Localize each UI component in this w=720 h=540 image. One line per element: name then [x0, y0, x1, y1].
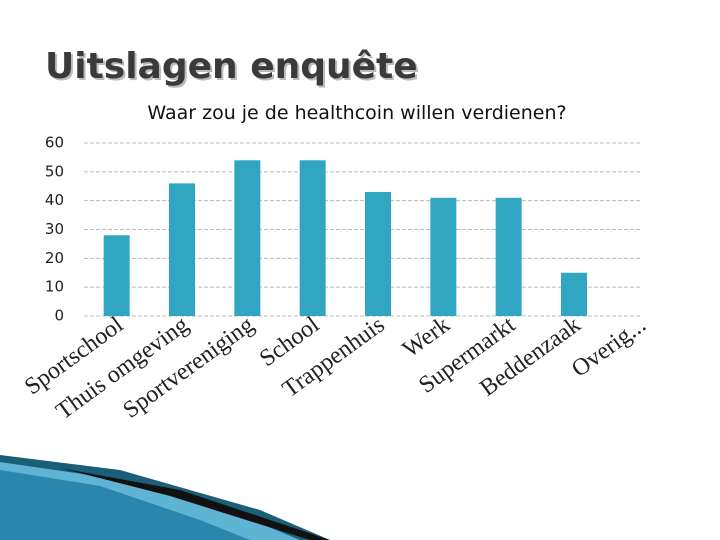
bar	[169, 183, 195, 316]
bar	[103, 235, 130, 316]
bar	[365, 192, 391, 316]
y-tick-label: 40	[45, 191, 64, 209]
bar	[430, 197, 457, 316]
bar	[561, 272, 587, 316]
y-tick-label: 10	[45, 278, 64, 296]
bar	[495, 197, 522, 316]
y-tick-label: 50	[45, 162, 64, 180]
slide-title: Uitslagen enquête	[45, 46, 418, 87]
chart-title: Waar zou je de healthcoin willen verdien…	[147, 102, 566, 124]
x-tick-label: Overig...	[567, 312, 651, 383]
bar	[299, 160, 326, 316]
y-tick-label: 30	[45, 220, 64, 238]
y-tick-label: 60	[45, 134, 64, 152]
title-shadow: Uitslagen enquête	[47, 48, 420, 89]
y-tick-label: 0	[54, 307, 64, 325]
decoration	[0, 455, 330, 540]
y-tick-label: 20	[45, 249, 64, 267]
bar	[234, 160, 261, 316]
